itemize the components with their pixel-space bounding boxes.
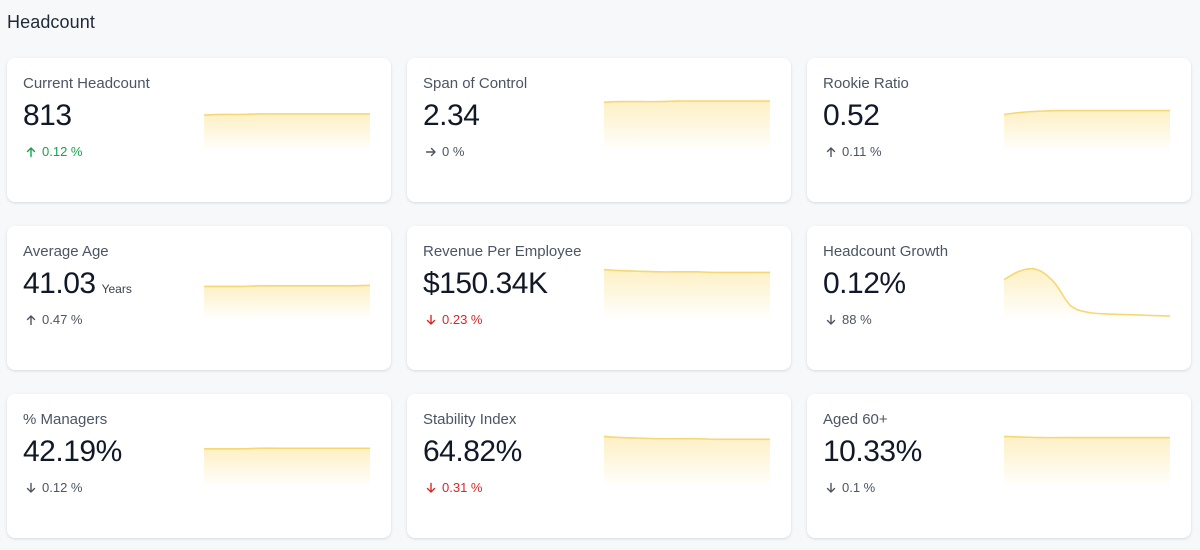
sparkline-chart (1004, 267, 1170, 320)
kpi-trend: 0.12 % (25, 144, 82, 160)
kpi-trend-text: 0.23 % (442, 312, 483, 327)
kpi-trend-text: 0.12 % (42, 480, 83, 495)
sparkline-line (204, 284, 370, 288)
kpi-trend: 0.23 % (425, 312, 482, 328)
arrow-up-icon (826, 147, 836, 158)
sparkline-area (604, 269, 770, 320)
kpi-label: Revenue Per Employee (423, 243, 582, 260)
kpi-unit: Years (101, 282, 132, 296)
kpi-trend: 0.12 % (25, 480, 82, 496)
kpi-card-revenue-per-employee[interactable]: Revenue Per Employee $150.34K 0.23 % (407, 226, 791, 370)
arrow-down-icon (26, 482, 36, 493)
kpi-trend: 0.11 % (825, 144, 882, 160)
kpi-label: % Managers (23, 411, 108, 428)
kpi-card-span-of-control[interactable]: Span of Control 2.34 0 % (407, 58, 791, 202)
kpi-card-headcount-growth[interactable]: Headcount Growth 0.12% 88 % (807, 226, 1191, 370)
sparkline-chart (604, 100, 770, 152)
kpi-label: Span of Control (423, 75, 528, 92)
kpi-card-percent-managers[interactable]: % Managers 42.19% 0.12 % (7, 394, 391, 538)
sparkline-line (204, 113, 370, 116)
kpi-value: 813 (23, 99, 72, 132)
sparkline-area (204, 448, 370, 488)
kpi-label: Headcount Growth (823, 243, 949, 260)
arrow-right-icon (425, 147, 436, 157)
sparkline-line (604, 268, 770, 274)
sparkline-chart (1004, 435, 1170, 488)
arrow-down-icon (826, 482, 836, 493)
kpi-value: $150.34K (423, 267, 548, 300)
kpi-grid: Current Headcount 813 0.12 % Span of Con… (7, 58, 1191, 538)
sparkline-area (604, 101, 770, 152)
kpi-value: 41.03 (23, 267, 96, 300)
arrow-up-icon (26, 147, 36, 158)
arrow-up-icon (26, 315, 36, 326)
kpi-value: 0.12% (823, 267, 906, 300)
sparkline-chart (1004, 109, 1170, 152)
kpi-trend: 0.47 % (25, 312, 82, 328)
sparkline-area (1004, 268, 1170, 320)
sparkline-area (204, 113, 370, 152)
page-title: Headcount (7, 12, 95, 32)
kpi-value: 2.34 (423, 99, 480, 132)
kpi-card-average-age[interactable]: Average Age 41.03 Years 0.47 % (7, 226, 391, 370)
arrow-down-icon (826, 314, 836, 325)
sparkline-area (604, 436, 770, 488)
kpi-label: Aged 60+ (823, 411, 888, 428)
sparkline-line (1004, 109, 1170, 116)
sparkline-line (604, 100, 770, 103)
sparkline-chart (604, 435, 770, 488)
sparkline-area (1004, 110, 1170, 152)
kpi-value: 42.19% (23, 435, 122, 468)
kpi-trend-text: 88 % (842, 312, 872, 327)
sparkline-area (1004, 436, 1170, 488)
arrow-down-icon (426, 482, 436, 493)
kpi-value: 0.52 (823, 99, 880, 132)
kpi-label: Stability Index (423, 411, 517, 428)
sparkline-chart (204, 284, 370, 320)
kpi-value: 64.82% (423, 435, 522, 468)
kpi-value: 10.33% (823, 435, 922, 468)
sparkline-line (604, 435, 770, 441)
kpi-trend: 0.1 % (825, 480, 875, 496)
kpi-card-rookie-ratio[interactable]: Rookie Ratio 0.52 0.11 % (807, 58, 1191, 202)
sparkline-line (1004, 267, 1170, 317)
kpi-trend-text: 0 % (442, 144, 465, 159)
sparkline-chart (204, 113, 370, 152)
sparkline-chart (204, 447, 370, 488)
sparkline-line (204, 447, 370, 450)
kpi-trend: 0 % (425, 144, 464, 160)
kpi-trend: 0.31 % (425, 480, 482, 496)
kpi-trend-text: 0.47 % (42, 312, 83, 327)
kpi-trend-text: 0.12 % (42, 144, 83, 159)
arrow-down-icon (426, 314, 436, 325)
sparkline-line (1004, 435, 1170, 439)
kpi-label: Rookie Ratio (823, 75, 909, 92)
kpi-trend: 88 % (825, 312, 872, 328)
kpi-label: Current Headcount (23, 75, 150, 92)
kpi-trend-text: 0.1 % (842, 480, 876, 495)
kpi-trend-text: 0.31 % (442, 480, 483, 495)
kpi-label: Average Age (23, 243, 109, 260)
sparkline-area (204, 285, 370, 320)
kpi-card-stability-index[interactable]: Stability Index 64.82% 0.31 % (407, 394, 791, 538)
kpi-trend-text: 0.11 % (842, 144, 882, 159)
kpi-card-current-headcount[interactable]: Current Headcount 813 0.12 % (7, 58, 391, 202)
kpi-card-aged-60-plus[interactable]: Aged 60+ 10.33% 0.1 % (807, 394, 1191, 538)
sparkline-chart (604, 268, 770, 320)
